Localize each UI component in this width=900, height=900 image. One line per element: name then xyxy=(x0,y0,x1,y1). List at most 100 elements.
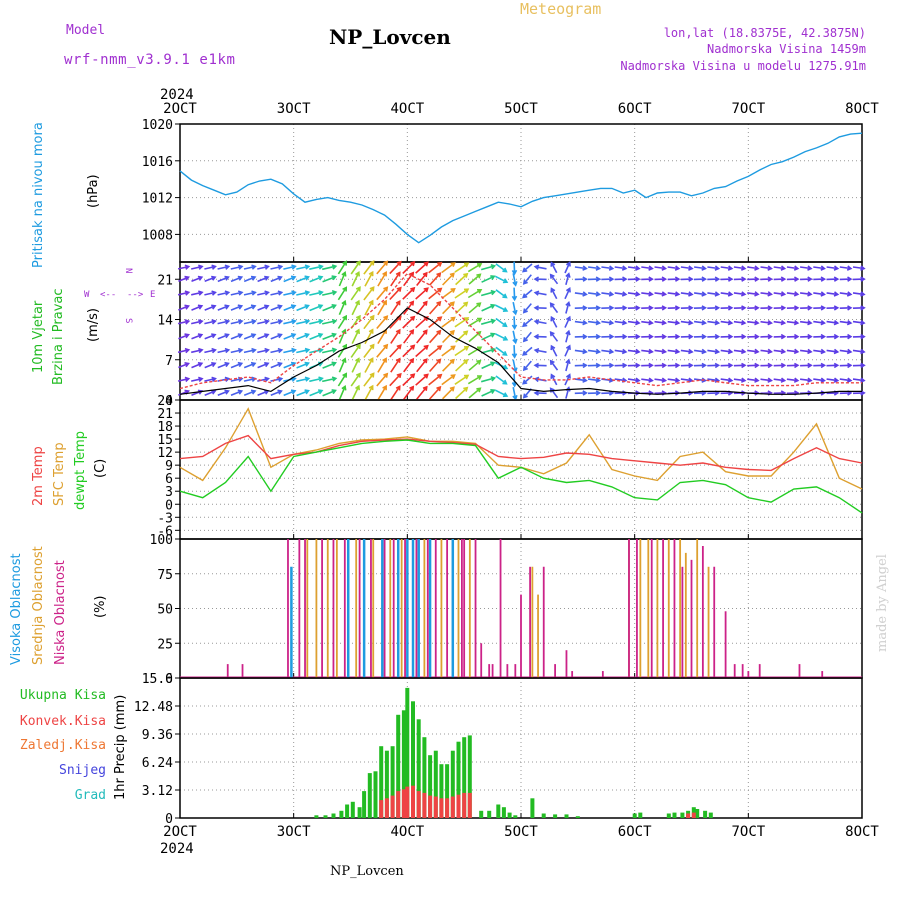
wind-arrow-head xyxy=(533,362,539,369)
wind-arrow xyxy=(257,265,269,270)
wind-arrow xyxy=(270,390,282,396)
wind-arrow xyxy=(523,303,532,313)
precip-bar xyxy=(479,810,484,818)
wind-arrow xyxy=(786,320,798,324)
wind-arrow xyxy=(415,373,429,386)
wind-arrow-head xyxy=(224,290,231,296)
top-tick-label: 4OCT xyxy=(390,101,424,117)
wind-arrow-head xyxy=(463,262,470,268)
wind-arrow-head xyxy=(450,288,456,293)
wind-arrow-head xyxy=(847,333,853,340)
wind-arrow xyxy=(191,291,203,296)
wind-arrow-head xyxy=(595,377,602,383)
wind-arrow xyxy=(177,377,189,382)
wind-arrow xyxy=(852,378,865,382)
wind-arrow-head xyxy=(342,343,348,350)
wind-arrow-head xyxy=(304,318,311,325)
wind-arrow xyxy=(760,378,772,382)
wind-arrow xyxy=(839,292,852,296)
temperature-ytick-label: 6 xyxy=(165,472,173,487)
wind-arrow xyxy=(177,320,189,325)
wind-arrow-head xyxy=(264,362,270,368)
wind-arrow xyxy=(614,349,627,353)
wind-arrow xyxy=(441,262,456,274)
wind-arrow xyxy=(322,333,336,341)
wind-arrow xyxy=(680,292,693,296)
wind-arrow-head xyxy=(317,389,324,395)
wind-arrow xyxy=(322,265,336,271)
wind-arrow-head xyxy=(820,377,826,383)
wind-arrow xyxy=(442,272,455,286)
wind-arrow-head xyxy=(608,333,615,340)
wind-arrow-head xyxy=(714,377,721,383)
wind-arrow-head xyxy=(342,286,348,292)
wind-arrow xyxy=(550,262,558,274)
wind-arrow xyxy=(230,362,242,369)
wind-arrow xyxy=(403,386,414,400)
wind-arrow xyxy=(468,360,481,371)
wind-arrow xyxy=(257,333,269,340)
wind-arrow xyxy=(495,375,507,385)
wind-arrow-head xyxy=(277,347,284,354)
wind-arrow-head xyxy=(727,333,734,340)
wind-arrow xyxy=(641,378,653,382)
wind-arrow-head xyxy=(860,305,866,311)
wind-arrow-head xyxy=(450,374,456,380)
precip-bar xyxy=(501,807,506,818)
wind-arrow-head xyxy=(184,362,190,368)
wind-arrow-head xyxy=(688,348,694,355)
wind-arrow-head xyxy=(331,389,337,395)
wind-arrow-head xyxy=(635,305,641,311)
cloud-panel: 0 25 50 75 100 xyxy=(150,533,863,687)
wind-arrow xyxy=(204,291,216,296)
wind-arrow-head xyxy=(331,361,337,367)
wind-arrow xyxy=(495,263,507,273)
wind-arrow-head xyxy=(264,304,270,310)
wind-arrow xyxy=(296,320,309,325)
wind-arrow-head xyxy=(595,265,602,271)
wind-arrow xyxy=(481,361,495,370)
wind-arrow-head xyxy=(237,304,244,310)
footer-station: NP_Lovcen xyxy=(330,864,404,879)
wind-arrow-head xyxy=(833,348,840,355)
wind-arrow-head xyxy=(382,357,387,363)
wind-arrow xyxy=(270,320,282,325)
wind-arrow-head xyxy=(565,272,571,278)
wind-arrow-head xyxy=(290,275,297,281)
wind-arrow-head xyxy=(304,304,310,310)
wind-arrow-head xyxy=(740,348,747,355)
pressure-panel: 1008 1012 1016 1020 xyxy=(142,118,863,263)
wind-arrow-head xyxy=(793,265,800,271)
wind-arrow-head xyxy=(476,387,482,393)
wind-arrow-head xyxy=(436,272,442,278)
wind-arrow xyxy=(523,331,532,342)
wind-arrow-head xyxy=(807,291,813,297)
precip-bar xyxy=(439,798,444,818)
precip-ytick-label: 0 xyxy=(165,812,173,827)
wind-arrow-head xyxy=(198,376,204,382)
wind-arrow xyxy=(177,265,189,270)
wind-arrow xyxy=(416,272,428,286)
wind-arrow xyxy=(565,273,570,286)
wind-arrow-head xyxy=(648,362,654,369)
wind-arrow-head xyxy=(807,319,813,326)
temp-unit: (C) xyxy=(93,459,108,478)
wind-arrow-head xyxy=(409,329,415,335)
wind-arrow-head xyxy=(661,348,668,355)
wind-arrow-head xyxy=(635,333,641,340)
wind-arrow-head xyxy=(490,318,497,324)
wind-arrow-head xyxy=(621,291,628,297)
wind-arrow xyxy=(455,330,468,343)
wind-arrow xyxy=(535,349,547,353)
wind-arrow xyxy=(296,265,309,270)
wind-arrow xyxy=(243,305,256,311)
wind-arrow-head xyxy=(582,265,588,271)
wind-arrow-head xyxy=(635,319,641,326)
wind-arrow-head xyxy=(582,348,588,355)
wind-arrow xyxy=(377,329,387,345)
wind-arrow xyxy=(441,374,456,386)
wind-arrow-head xyxy=(582,319,588,326)
wind-arrow xyxy=(204,305,216,311)
wind-arrow-head xyxy=(463,345,470,351)
wind-arrow-head xyxy=(490,289,497,296)
